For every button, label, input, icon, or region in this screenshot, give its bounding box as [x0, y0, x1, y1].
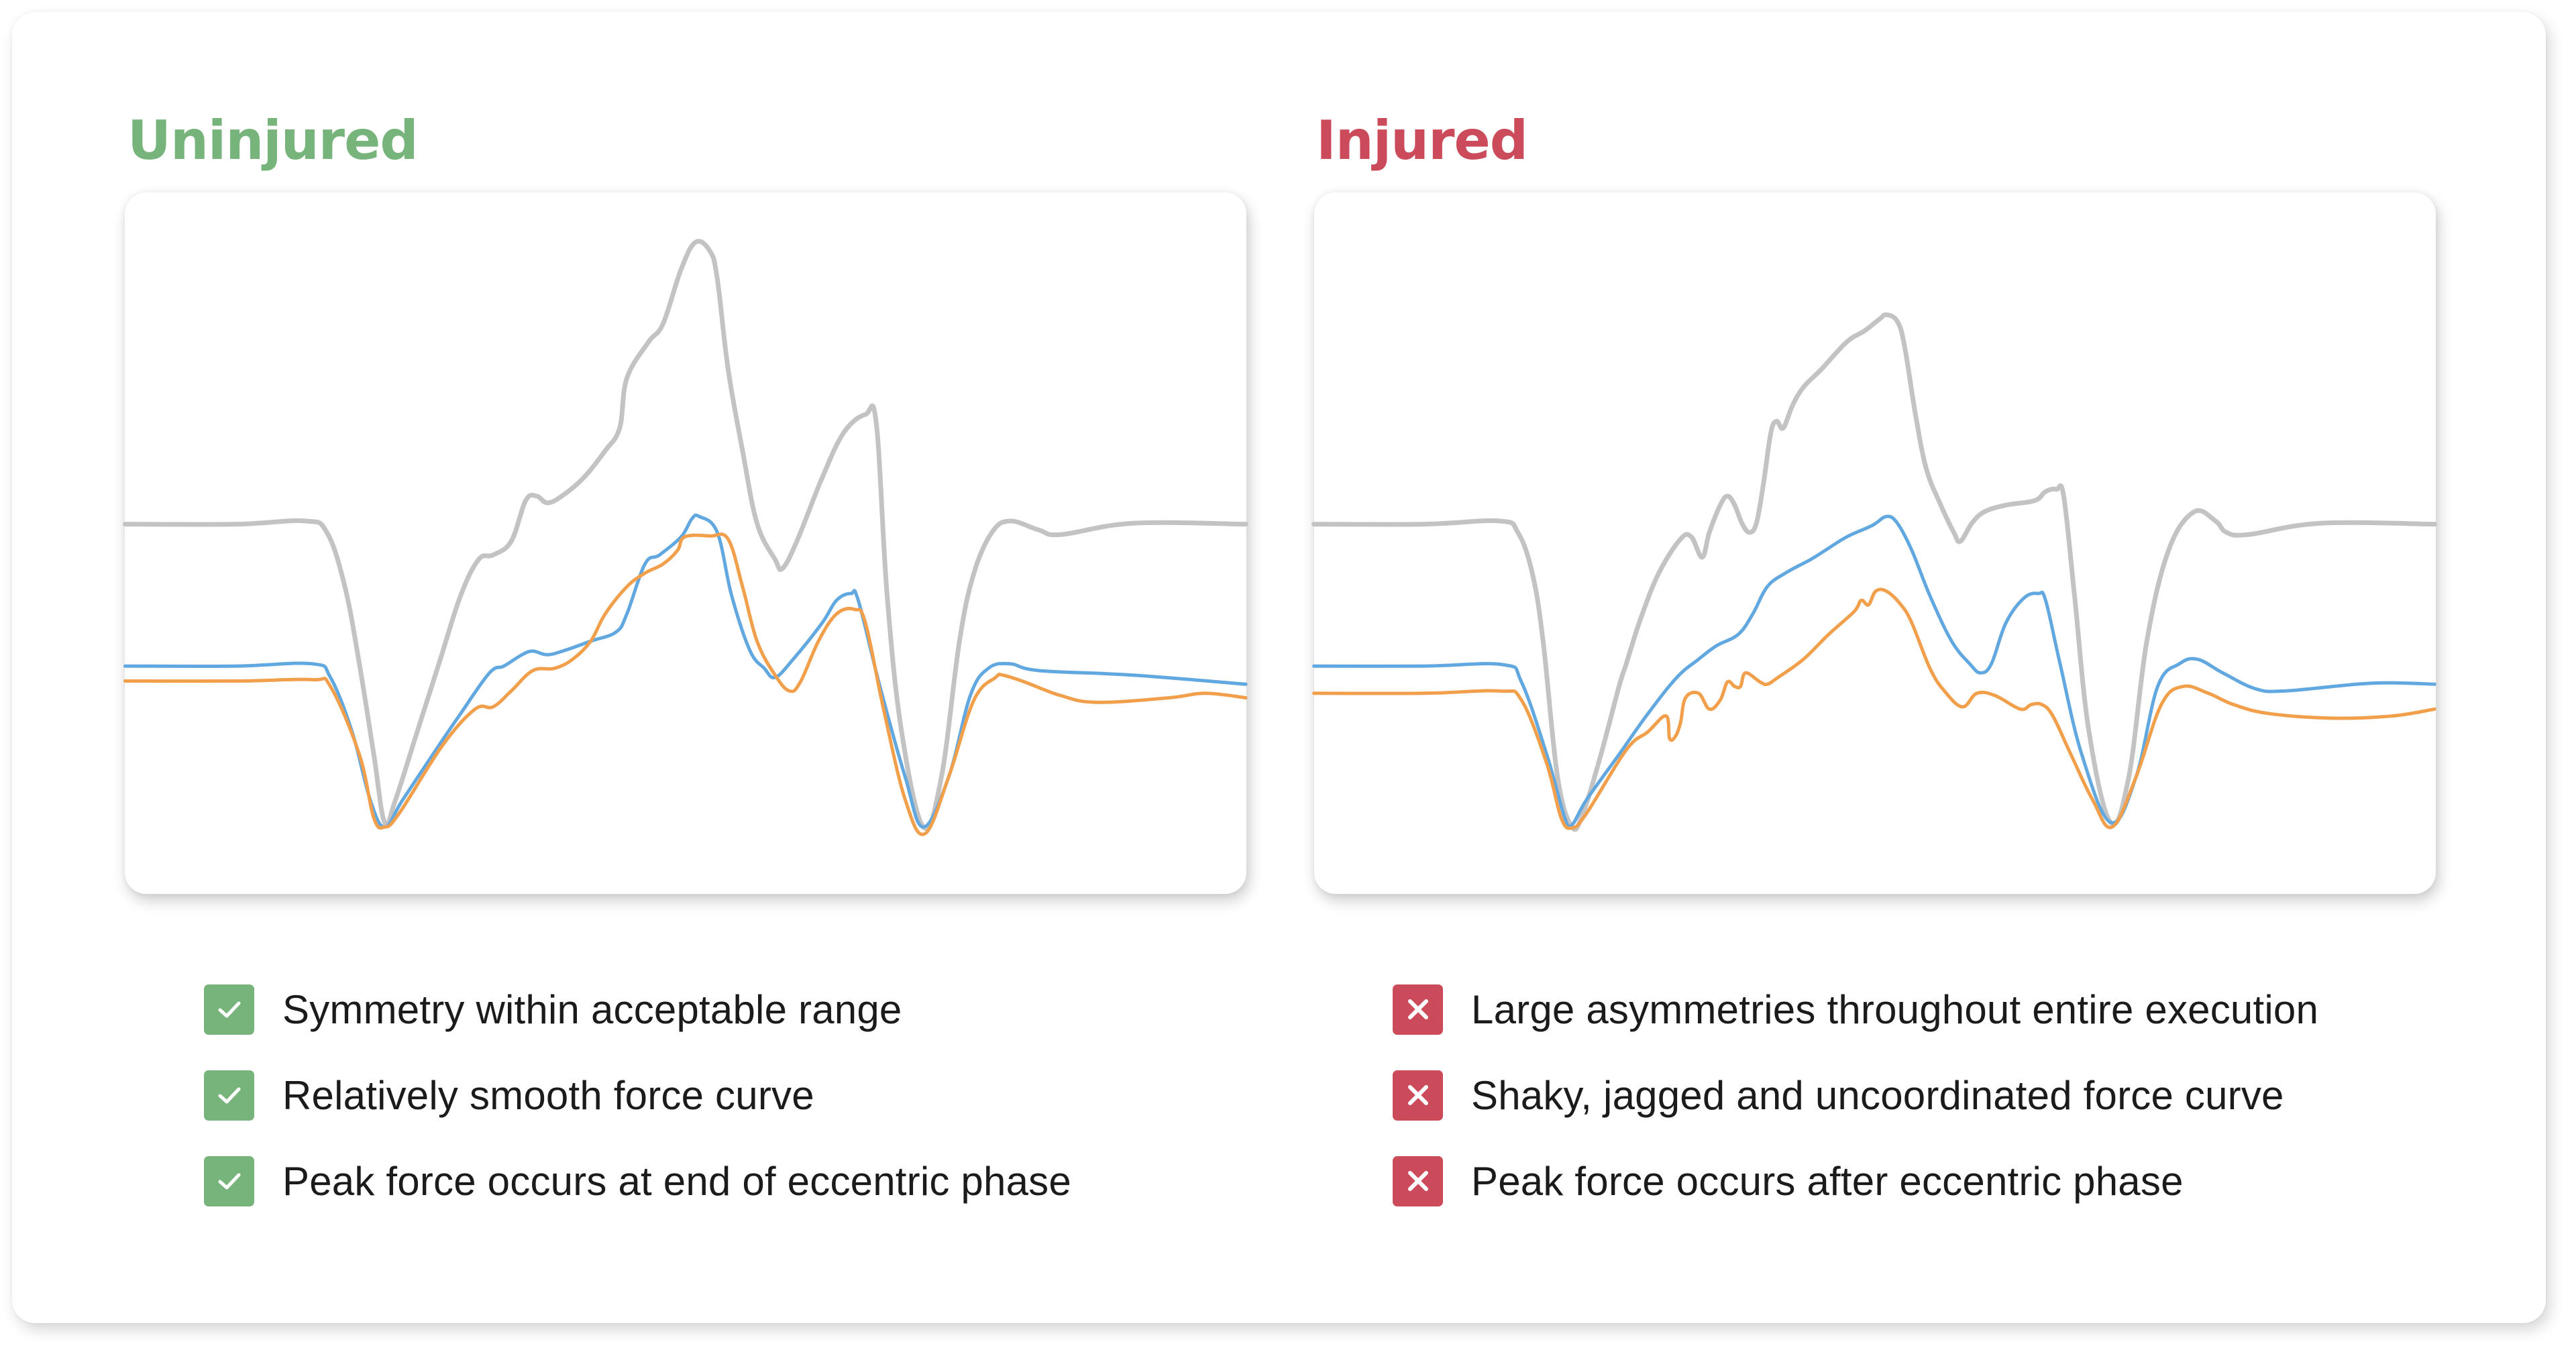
series-line-total: [125, 241, 1246, 829]
uninjured-chart-panel: [125, 192, 1246, 894]
checklist-item: Shaky, jagged and uncoordinated force cu…: [1393, 1070, 2318, 1121]
check-icon: [204, 984, 254, 1035]
uninjured-force-chart: [121, 188, 1254, 899]
checklist-item-text: Shaky, jagged and uncoordinated force cu…: [1471, 1072, 2284, 1118]
injured-chart-panel: [1314, 192, 2436, 894]
x-icon: [1393, 1155, 1443, 1206]
x-icon: [1393, 984, 1443, 1035]
check-icon: [204, 1070, 254, 1121]
checklist-item-text: Symmetry within acceptable range: [282, 986, 902, 1032]
series-line-left: [1314, 516, 2435, 828]
x-icon: [1393, 1070, 1443, 1121]
series-line-left: [125, 515, 1246, 827]
series-line-right: [1314, 589, 2435, 828]
series-line-total: [1314, 315, 2435, 830]
checklist-item: Relatively smooth force curve: [204, 1070, 1071, 1121]
checklist-item-text: Large asymmetries throughout entire exec…: [1471, 986, 2319, 1032]
injured-checklist: Large asymmetries throughout entire exec…: [1393, 984, 2318, 1241]
checklist-item: Symmetry within acceptable range: [204, 984, 1071, 1035]
injured-title: Injured: [1316, 109, 1528, 172]
check-icon: [204, 1155, 254, 1206]
checklist-item-text: Peak force occurs at end of eccentric ph…: [282, 1158, 1071, 1204]
checklist-item: Peak force occurs at end of eccentric ph…: [204, 1155, 1071, 1206]
uninjured-checklist: Symmetry within acceptable range Relativ…: [204, 984, 1071, 1241]
checklist-item: Peak force occurs after eccentric phase: [1393, 1155, 2318, 1206]
injured-force-chart: [1308, 188, 2442, 899]
uninjured-title: Uninjured: [127, 109, 419, 172]
checklist-item-text: Peak force occurs after eccentric phase: [1471, 1158, 2184, 1204]
series-line-right: [125, 534, 1246, 835]
checklist-item: Large asymmetries throughout entire exec…: [1393, 984, 2318, 1035]
checklist-item-text: Relatively smooth force curve: [282, 1072, 814, 1118]
